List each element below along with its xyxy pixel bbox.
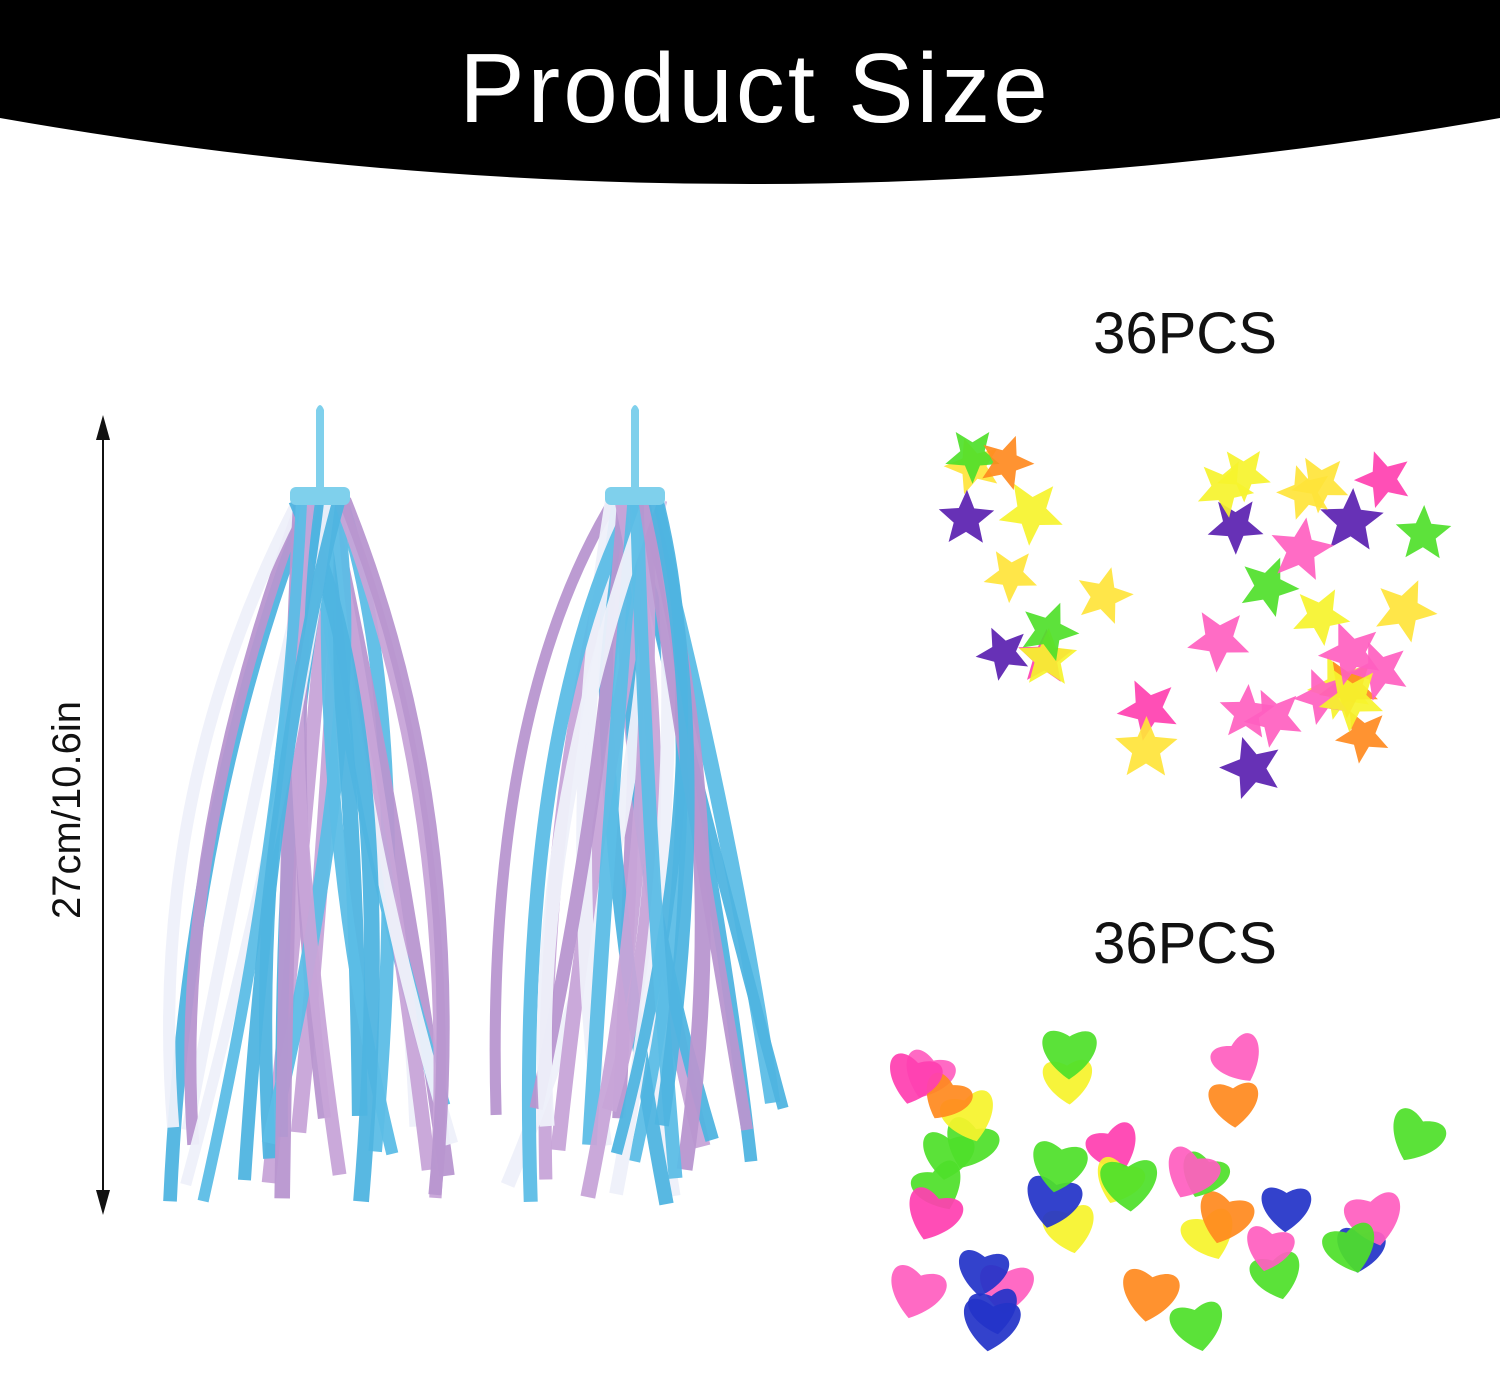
arrow-head-top xyxy=(96,415,110,440)
star-clip xyxy=(1353,451,1409,508)
heart-clip xyxy=(1200,1191,1255,1244)
ribbon xyxy=(163,497,305,1128)
stars-count: 36PCS xyxy=(1093,301,1277,366)
ribbon xyxy=(536,497,657,1127)
star-clip xyxy=(1271,517,1334,580)
star-clip xyxy=(1376,580,1438,643)
star-clip xyxy=(1243,689,1302,748)
star-clip xyxy=(1217,451,1271,503)
star-clip xyxy=(1019,628,1078,684)
heart-clip xyxy=(1123,1268,1180,1322)
heart-clip xyxy=(909,1187,964,1240)
heart-clip xyxy=(1085,1122,1136,1172)
star-clip xyxy=(1219,737,1279,799)
tassel-cap xyxy=(290,487,350,505)
heart-clip xyxy=(1168,1146,1221,1198)
heart-clip xyxy=(1100,1160,1157,1212)
heart-clip xyxy=(959,1250,1010,1297)
star-clip xyxy=(1197,461,1255,518)
heart-clips xyxy=(890,1030,1447,1352)
ribbon xyxy=(521,496,642,1203)
hearts-count: 36PCS xyxy=(1093,911,1277,976)
star-clip xyxy=(975,627,1029,681)
tassels xyxy=(163,405,789,1206)
star-clip xyxy=(983,551,1037,604)
star-clip xyxy=(1293,589,1351,646)
tassel-loop xyxy=(316,405,324,492)
ribbon xyxy=(338,497,450,1196)
tassel-cap xyxy=(605,487,665,505)
star-clip xyxy=(945,432,1000,484)
star-clip xyxy=(1207,501,1264,555)
header-banner xyxy=(0,0,1500,184)
heart-clip xyxy=(891,1265,947,1319)
heart-clip xyxy=(1033,1141,1088,1193)
heart-clip xyxy=(1261,1187,1312,1233)
tassel-loop xyxy=(631,405,639,492)
star-clip xyxy=(1187,612,1250,673)
heart-clip xyxy=(1169,1301,1222,1352)
star-clip xyxy=(1219,684,1275,738)
heart-clip xyxy=(1393,1108,1447,1161)
ribbon xyxy=(237,498,346,1181)
heart-clip xyxy=(890,1053,943,1104)
star-clip xyxy=(1116,680,1177,741)
heart-clip xyxy=(1322,1222,1375,1273)
star-clip xyxy=(1349,641,1407,701)
ribbon xyxy=(647,498,695,1127)
ribbon xyxy=(489,497,619,1116)
star-clip xyxy=(1293,669,1348,725)
star-clip xyxy=(1335,710,1389,764)
star-clip xyxy=(1317,622,1380,686)
star-clip xyxy=(1241,557,1300,617)
star-clip xyxy=(1318,670,1383,733)
ribbon xyxy=(580,499,656,1199)
arrow-head-bottom xyxy=(96,1190,110,1215)
star-clips xyxy=(938,432,1452,799)
star-clip xyxy=(1078,567,1134,624)
heart-clip xyxy=(1247,1226,1295,1272)
dimension-arrow xyxy=(96,415,110,1215)
star-clip xyxy=(1395,505,1452,559)
ribbon xyxy=(184,497,309,1146)
heart-clip xyxy=(1210,1033,1259,1081)
heart-clip xyxy=(1042,1030,1097,1080)
heart-clip xyxy=(1208,1082,1259,1128)
heart-clip xyxy=(923,1132,975,1180)
heart-clip xyxy=(1027,1175,1083,1228)
heart-clip xyxy=(926,1072,973,1119)
star-clip xyxy=(998,483,1063,546)
star-clip xyxy=(1276,465,1329,520)
header-title: Product Size xyxy=(459,33,1051,143)
star-clip xyxy=(1320,488,1384,550)
heart-clip xyxy=(968,1288,1017,1335)
star-clip xyxy=(1115,716,1178,776)
dimension-label: 27cm/10.6in xyxy=(45,701,89,919)
star-clip xyxy=(982,435,1035,490)
star-clip xyxy=(938,489,995,543)
star-clip xyxy=(1022,602,1080,662)
